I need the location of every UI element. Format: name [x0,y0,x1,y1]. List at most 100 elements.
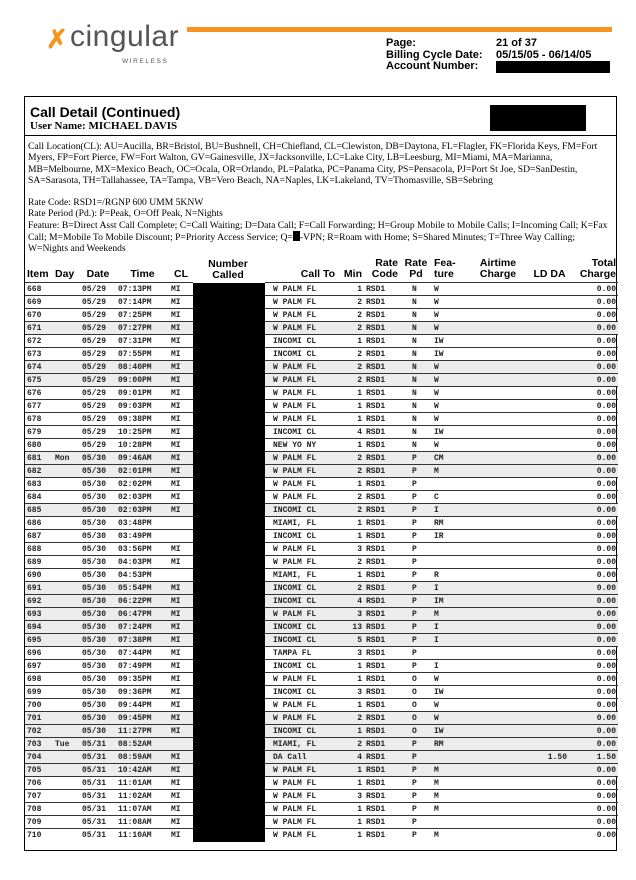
cell-min: 3 [337,542,364,556]
cell-feature: W [432,399,466,413]
cell-airtime-charge [466,685,530,699]
cell-item: 671 [25,321,53,335]
cell-min: 1 [337,659,364,673]
number-called-redacted [193,347,265,361]
number-called-redacted [193,685,265,699]
cell-min: 4 [337,425,364,439]
cell-total-charge: 0.00 [569,737,618,751]
cell-rate-code: RSD1 [364,542,400,556]
account-meta: Page: 21 of 37 Billing Cycle Date: 05/15/0… [386,37,610,73]
cell-total-charge: 0.00 [569,451,618,465]
cell-cl: MI [169,646,193,660]
cell-time: 10:25PM [116,425,169,439]
cell-day [53,633,80,647]
cell-feature: IW [432,425,466,439]
cell-airtime-charge [466,711,530,725]
cell-rate-pd: P [400,607,432,621]
billing-cycle-label: Billing Cycle Date: [386,48,483,61]
cell-call-to: W PALM FL [265,776,337,790]
cell-min: 1 [337,529,364,543]
cell-call-to: MIAMI, FL [265,568,337,582]
number-called-redacted [193,737,265,751]
cell-feature: W [432,386,466,400]
cell-item: 698 [25,672,53,686]
cell-airtime-charge [466,737,530,751]
cell-rate-code: RSD1 [364,789,400,803]
cell-rate-code: RSD1 [364,711,400,725]
cell-rate-pd: N [400,308,432,322]
cell-ld-da [530,646,569,660]
cell-ld-da [530,633,569,647]
cell-cl: MI [169,620,193,634]
cell-date: 05/30 [80,503,116,517]
cell-airtime-charge [466,373,530,387]
cell-rate-code: RSD1 [364,477,400,491]
cell-date: 05/29 [80,282,116,296]
cell-rate-code: RSD1 [364,737,400,751]
cell-total-charge: 0.00 [569,503,618,517]
cell-airtime-charge [466,529,530,543]
cell-item: 704 [25,750,53,764]
cell-call-to: INCOMI CL [265,659,337,673]
cell-time: 07:13PM [116,282,169,296]
number-called-redacted [193,295,265,309]
cell-call-to: W PALM FL [265,477,337,491]
cell-airtime-charge [466,347,530,361]
call-location-legend: Call Location(CL): AU=Aucilla, BR=Bristo… [28,141,598,186]
rate-code-legend: Rate Code: RSD1=/RGNP 600 UMM 5KNW [28,197,204,209]
cell-ld-da [530,672,569,686]
cell-rate-pd: O [400,724,432,738]
cell-day: Tue [53,737,80,751]
cell-airtime-charge [466,308,530,322]
cell-total-charge: 0.00 [569,698,618,712]
cell-min: 1 [337,399,364,413]
cell-rate-pd: N [400,295,432,309]
cell-call-to: MIAMI, FL [265,737,337,751]
cell-time: 09:38PM [116,412,169,426]
cell-call-to: INCOMI CL [265,620,337,634]
cell-airtime-charge [466,789,530,803]
cell-ld-da [530,516,569,530]
cell-day [53,672,80,686]
cell-rate-code: RSD1 [364,581,400,595]
number-called-redacted [193,815,265,829]
cell-day [53,763,80,777]
cell-feature [432,815,466,829]
cell-total-charge: 0.00 [569,685,618,699]
cell-item: 693 [25,607,53,621]
cell-date: 05/30 [80,620,116,634]
cell-rate-pd: P [400,477,432,491]
number-called-redacted [193,659,265,673]
cell-time: 08:40PM [116,360,169,374]
column-header-call-to: Call To [300,268,335,280]
cell-time: 07:14PM [116,295,169,309]
cell-cl: MI [169,321,193,335]
cell-rate-code: RSD1 [364,438,400,452]
cell-item: 697 [25,659,53,673]
cell-time: 06:22PM [116,594,169,608]
cell-ld-da [530,828,569,842]
number-called-redacted [193,386,265,400]
cell-airtime-charge [466,334,530,348]
cell-call-to: INCOMI CL [265,503,337,517]
cell-call-to: W PALM FL [265,607,337,621]
cell-rate-code: RSD1 [364,633,400,647]
cell-ld-da [530,776,569,790]
table-row: 696 05/30 07:44PM MI TAMPA FL 3 RSD1 P 0.00 [25,646,618,660]
number-called-redacted [193,646,265,660]
cell-ld-da [530,607,569,621]
cell-day [53,711,80,725]
number-called-redacted [193,724,265,738]
cell-date: 05/30 [80,464,116,478]
cell-day [53,347,80,361]
cell-day [53,464,80,478]
cell-date: 05/30 [80,581,116,595]
cell-time: 03:48PM [116,516,169,530]
cell-ld-da [530,568,569,582]
cell-call-to: DA Call [265,750,337,764]
cell-rate-code: RSD1 [364,568,400,582]
cell-airtime-charge [466,568,530,582]
cell-item: 688 [25,542,53,556]
cell-ld-da [530,321,569,335]
cell-cl: MI [169,503,193,517]
